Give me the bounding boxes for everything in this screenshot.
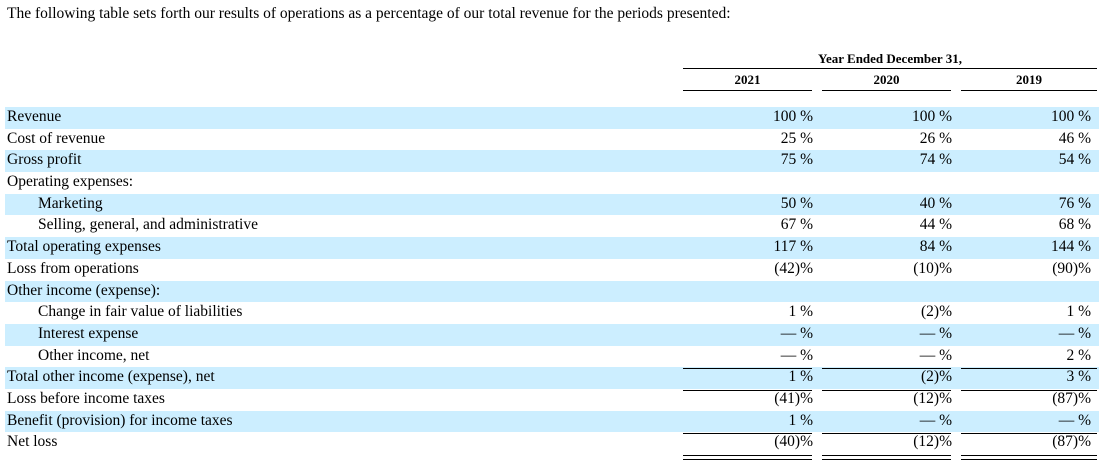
table-row: Operating expenses:: [5, 172, 1099, 194]
cell-2020: (2)%: [921, 368, 952, 386]
cell-2020: — %: [919, 411, 952, 429]
row-label: Benefit (provision) for income taxes: [7, 411, 233, 429]
year-header-2020: 2020: [873, 72, 900, 87]
row-label: Gross profit: [7, 151, 82, 169]
subtotal-rule: [822, 368, 951, 369]
cell-2019: — %: [1058, 324, 1091, 342]
double-underline: [822, 455, 951, 460]
cell-2021: 100 %: [772, 108, 813, 125]
table-row: Loss before income taxes (41)% (12)% (87…: [5, 389, 1099, 411]
table-row: Selling, general, and administrative 67 …: [5, 215, 1099, 237]
cell-2020: 100 %: [911, 108, 952, 125]
table-row: Loss from operations (42)% (10)% (90)%: [5, 259, 1099, 281]
row-label: Other income, net: [38, 346, 150, 364]
table-row: Change in fair value of liabilities 1 % …: [5, 302, 1099, 324]
row-label: Revenue: [7, 108, 62, 125]
cell-2019: (87)%: [1052, 389, 1091, 407]
subtotal-rule: [683, 390, 812, 391]
table-row: Marketing 50 % 40 % 76 %: [5, 193, 1099, 216]
table-row: Net loss (40)% (12)% (87)%: [5, 432, 1099, 454]
cell-2021: 67 %: [780, 216, 813, 234]
cell-2020: 40 %: [919, 194, 952, 212]
cell-2020: (12)%: [913, 389, 952, 407]
cell-2019: 76 %: [1058, 194, 1091, 212]
year-rule: [961, 90, 1097, 91]
subtotal-rule: [961, 368, 1097, 369]
cell-2019: 1 %: [1066, 303, 1091, 321]
row-label: Selling, general, and administrative: [38, 216, 258, 234]
total-rule: [683, 433, 812, 434]
table-row: Cost of revenue 25 % 26 % 46 %: [5, 129, 1099, 151]
section-label: Other income (expense):: [7, 281, 161, 299]
year-header-2021: 2021: [734, 72, 761, 87]
cell-2019: (90)%: [1052, 259, 1091, 277]
cell-2021: 1 %: [788, 368, 813, 386]
row-label: Total other income (expense), net: [7, 368, 215, 386]
row-label: Net loss: [7, 433, 58, 451]
cell-2019: 46 %: [1058, 129, 1091, 147]
cell-2019: 68 %: [1058, 216, 1091, 234]
column-group-header: Year Ended December 31,: [818, 51, 962, 66]
cell-2019: 3 %: [1066, 368, 1091, 386]
cell-2019: (87)%: [1052, 433, 1091, 451]
cell-2021: 1 %: [788, 303, 813, 321]
cell-2020: — %: [919, 346, 952, 364]
cell-2020: (10)%: [913, 259, 952, 277]
row-label: Marketing: [38, 194, 103, 212]
table-row: Revenue 100 % 100 % 100 %: [5, 107, 1099, 129]
cell-2020: (2)%: [921, 303, 952, 321]
year-rule: [822, 90, 951, 91]
year-header-2019: 2019: [1016, 72, 1042, 87]
cell-2021: — %: [780, 346, 813, 364]
cell-2021: 50 %: [780, 194, 813, 212]
cell-2019: 2 %: [1066, 346, 1091, 364]
cell-2020: 84 %: [919, 238, 952, 256]
cell-2021: (41)%: [774, 389, 813, 407]
row-label: Loss from operations: [7, 259, 139, 277]
table-row: Total other income (expense), net 1 % (2…: [5, 367, 1099, 389]
table-row: Benefit (provision) for income taxes 1 %…: [5, 410, 1099, 433]
double-underline: [961, 455, 1097, 460]
cell-2021: — %: [780, 324, 813, 342]
cell-2019: — %: [1058, 411, 1091, 429]
intro-text: The following table sets forth our resul…: [7, 5, 731, 22]
cell-2021: 25 %: [780, 129, 813, 147]
cell-2020: 26 %: [919, 129, 952, 147]
cell-2021: 1 %: [788, 411, 813, 429]
subtotal-rule: [822, 390, 951, 391]
row-label: Cost of revenue: [7, 129, 106, 147]
table-row: Gross profit 75 % 74 % 54 %: [5, 150, 1099, 173]
row-label: Change in fair value of liabilities: [38, 303, 243, 321]
year-rule: [683, 90, 812, 91]
cell-2021: 117 %: [773, 238, 813, 256]
header-rule: [683, 68, 1097, 69]
table-row: Other income, net — % — % 2 %: [5, 346, 1099, 368]
section-label: Operating expenses:: [7, 173, 134, 191]
cell-2019: 100 %: [1050, 108, 1091, 125]
total-rule: [961, 433, 1097, 434]
cell-2019: 144 %: [1050, 238, 1091, 256]
cell-2020: — %: [919, 324, 952, 342]
subtotal-rule: [961, 390, 1097, 391]
cell-2020: 44 %: [919, 216, 952, 234]
subtotal-rule: [683, 368, 812, 369]
cell-2020: (12)%: [913, 433, 952, 451]
cell-2020: 74 %: [919, 151, 952, 169]
cell-2021: (40)%: [774, 433, 813, 451]
cell-2019: 54 %: [1058, 151, 1091, 169]
cell-2021: (42)%: [774, 259, 813, 277]
cell-2021: 75 %: [780, 151, 813, 169]
row-label: Interest expense: [38, 324, 139, 342]
double-underline: [683, 455, 812, 460]
row-label: Loss before income taxes: [7, 389, 165, 407]
table-row: Interest expense — % — % — %: [5, 323, 1099, 346]
table-row: Other income (expense):: [5, 280, 1099, 303]
table-row: Total operating expenses 117 % 84 % 144 …: [5, 237, 1099, 259]
total-rule: [822, 433, 951, 434]
row-label: Total operating expenses: [7, 238, 161, 256]
results-table: Revenue 100 % 100 % 100 % Cost of revenu…: [5, 107, 1099, 454]
